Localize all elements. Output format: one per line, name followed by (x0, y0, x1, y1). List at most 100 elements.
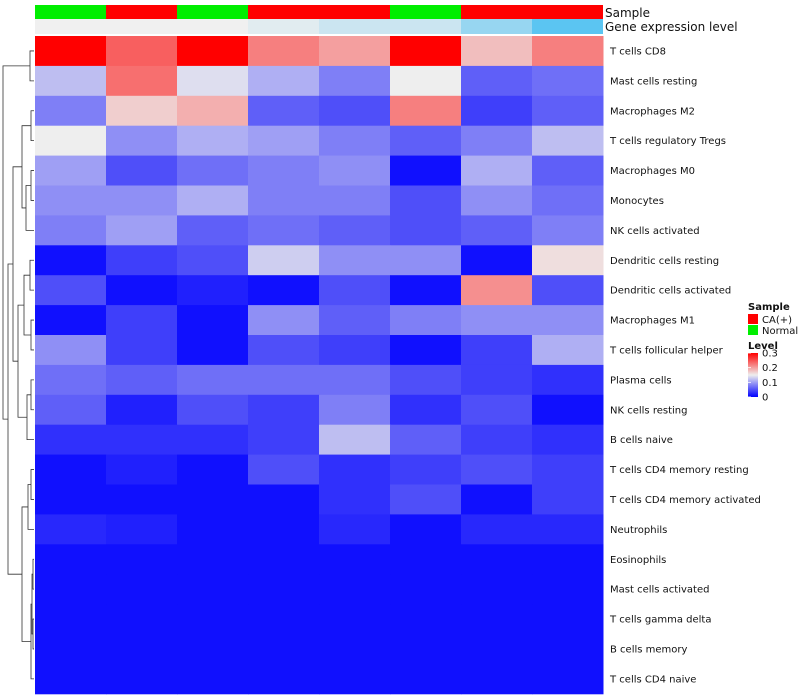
heatmap-cell (319, 484, 391, 515)
heatmap-cell (461, 634, 533, 665)
row-label: B cells naive (610, 435, 673, 446)
dendrogram-branch (21, 506, 31, 642)
heatmap-cell (35, 394, 107, 426)
row-label: T cells follicular helper (609, 345, 724, 356)
heatmap-cell (461, 394, 533, 426)
heatmap-cell (319, 305, 391, 336)
heatmap-cell (177, 275, 249, 306)
gene-level-annotation-cell (319, 19, 390, 34)
dendrogram-branch (12, 166, 22, 362)
heatmap-cell (106, 305, 178, 336)
legend-level-tick-label: 0.3 (762, 349, 778, 360)
heatmap-cell (319, 424, 391, 456)
heatmap-cell (248, 544, 320, 575)
heatmap-cell (390, 634, 462, 665)
heatmap-cell (319, 125, 391, 157)
gene-level-annotation-cell (177, 19, 248, 34)
heatmap-cell (461, 125, 533, 157)
heatmap-cell (177, 95, 249, 127)
legend-normal-swatch (748, 325, 758, 335)
row-label: T cells CD4 memory activated (609, 495, 761, 506)
heatmap-cell (177, 604, 249, 635)
heatmap-cell (106, 484, 178, 515)
dendrogram-branch (30, 379, 34, 411)
heatmap-cell (532, 574, 604, 605)
heatmap-cell (532, 634, 604, 665)
row-label: NK cells activated (610, 226, 700, 237)
heatmap-cell (106, 155, 178, 186)
row-dendrogram (2, 50, 34, 680)
heatmap-cell (461, 424, 533, 456)
row-label: T cells gamma delta (609, 615, 711, 626)
heatmap-cell (390, 275, 462, 306)
heatmap-cell (532, 484, 604, 515)
heatmap-cell (461, 364, 533, 396)
dendrogram-branch (30, 110, 34, 142)
heatmap-cell (106, 125, 178, 157)
heatmap-cell (461, 65, 533, 97)
row-label: Macrophages M2 (610, 106, 695, 117)
row-label: B cells memory (610, 644, 687, 655)
heatmap-cell (248, 454, 320, 485)
heatmap-cell (461, 36, 533, 67)
heatmap-cell (177, 36, 249, 67)
heatmap-cell (248, 335, 320, 366)
row-label: Dendritic cells resting (610, 256, 719, 267)
heatmap-cell (390, 574, 462, 605)
heatmap-cell (35, 574, 107, 605)
row-label: Plasma cells (610, 375, 672, 386)
gene-level-annotation-cell (35, 19, 106, 34)
heatmap-cell (177, 574, 249, 605)
heatmap-cell (390, 514, 462, 545)
heatmap-cell (532, 305, 604, 336)
heatmap-cell (532, 155, 604, 186)
heatmap-cell (319, 604, 391, 635)
heatmap-cell (248, 394, 320, 426)
heatmap-cell (461, 95, 533, 127)
heatmap-cell (461, 245, 533, 276)
heatmap-cell (177, 335, 249, 366)
heatmap-cell (461, 484, 533, 515)
heatmap-cell (390, 335, 462, 366)
heatmap-cell (461, 663, 533, 695)
heatmap-cell (177, 305, 249, 336)
legend-level-tick-label: 0.2 (762, 363, 778, 374)
row-label: Neutrophils (610, 525, 667, 536)
gene-level-annotation-cell (390, 19, 461, 34)
row-label: NK cells resting (610, 405, 687, 416)
dendrogram-branch (17, 304, 27, 418)
heatmap-cell (461, 514, 533, 545)
heatmap-cell (248, 424, 320, 456)
heatmap-cell (35, 604, 107, 635)
heatmap-cell (461, 544, 533, 575)
dendrogram-branch (30, 469, 34, 500)
row-label: Mast cells resting (610, 76, 697, 87)
heatmap-cell (390, 215, 462, 246)
heatmap-cell (106, 275, 178, 306)
legend-level-colorbar (748, 353, 758, 397)
heatmap-cell (177, 125, 249, 157)
heatmap-cell (532, 125, 604, 157)
heatmap-cell (177, 394, 249, 426)
heatmap-cell (461, 155, 533, 186)
heatmap-cell (106, 514, 178, 545)
heatmap-cell (248, 574, 320, 605)
heatmap-cell (390, 65, 462, 97)
dendrogram-branch (32, 618, 34, 650)
heatmap-cell (532, 454, 604, 485)
heatmap-cell (35, 245, 107, 276)
heatmap-cell (106, 245, 178, 276)
dendrogram-branch (2, 65, 30, 420)
heatmap-cell (461, 574, 533, 605)
heatmap-cell (248, 245, 320, 276)
heatmap-cell (248, 364, 320, 396)
heatmap-cell (177, 484, 249, 515)
heatmap-cell (319, 185, 391, 216)
heatmap-cell (319, 36, 391, 67)
sample-annotation-cell (106, 5, 177, 19)
heatmap-cell (35, 514, 107, 545)
heatmap-cell (106, 215, 178, 246)
heatmap-cell (319, 634, 391, 665)
row-label: T cells regulatory Tregs (609, 136, 726, 147)
